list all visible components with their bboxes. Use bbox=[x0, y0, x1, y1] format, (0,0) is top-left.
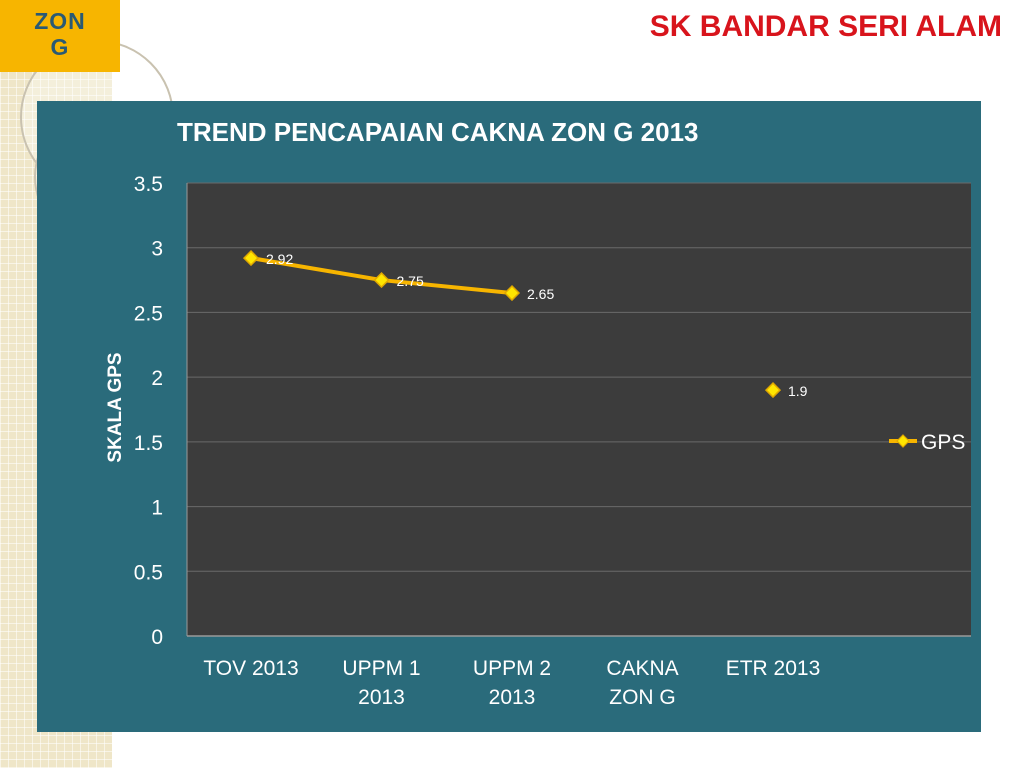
x-tick-label: UPPM 2 bbox=[473, 657, 551, 680]
data-label: 2.65 bbox=[527, 286, 554, 302]
plot-area bbox=[187, 183, 971, 636]
x-tick-label: 2013 bbox=[358, 686, 405, 709]
series-line-segment bbox=[379, 278, 514, 296]
data-label: 2.75 bbox=[397, 273, 424, 289]
series-line-segment bbox=[249, 256, 384, 283]
data-label: 1.9 bbox=[788, 383, 808, 399]
zone-label: ZON G bbox=[34, 8, 86, 60]
zone-badge: ZON G bbox=[0, 0, 120, 72]
x-tick-label: 2013 bbox=[489, 686, 536, 709]
data-point-marker bbox=[503, 284, 521, 302]
chart-panel: TREND PENCAPAIAN CAKNA ZON G 2013 0 0.5 1 1.… bbox=[37, 101, 981, 732]
data-label: 2.92 bbox=[266, 251, 293, 267]
school-name: SK BANDAR SERI ALAM bbox=[649, 10, 1002, 43]
y-axis-title: SKALA GPS bbox=[105, 352, 126, 462]
y-tick-label: 0 bbox=[151, 626, 163, 649]
data-point-marker bbox=[242, 250, 260, 267]
data-point-marker bbox=[764, 382, 782, 399]
x-tick-label: ZON G bbox=[609, 686, 676, 709]
legend-label: GPS bbox=[921, 431, 965, 454]
legend-marker bbox=[896, 434, 910, 448]
x-tick-label: ETR 2013 bbox=[726, 657, 821, 680]
y-tick-label: 0.5 bbox=[134, 561, 163, 584]
chart-title: TREND PENCAPAIAN CAKNA ZON G 2013 bbox=[177, 117, 699, 147]
y-tick-label: 3.5 bbox=[134, 173, 163, 196]
y-tick-label: 2 bbox=[151, 367, 163, 390]
y-tick-label: 3 bbox=[151, 238, 163, 261]
x-tick-label: TOV 2013 bbox=[203, 657, 298, 680]
x-tick-label: CAKNA bbox=[606, 657, 678, 680]
data-point-marker bbox=[373, 272, 390, 289]
y-tick-label: 1.5 bbox=[134, 432, 163, 455]
line-chart: TREND PENCAPAIAN CAKNA ZON G 2013 0 0.5 1 1.… bbox=[105, 117, 971, 709]
x-tick-label: UPPM 1 bbox=[342, 657, 420, 680]
y-tick-label: 1 bbox=[151, 497, 163, 520]
y-tick-label: 2.5 bbox=[134, 302, 163, 325]
